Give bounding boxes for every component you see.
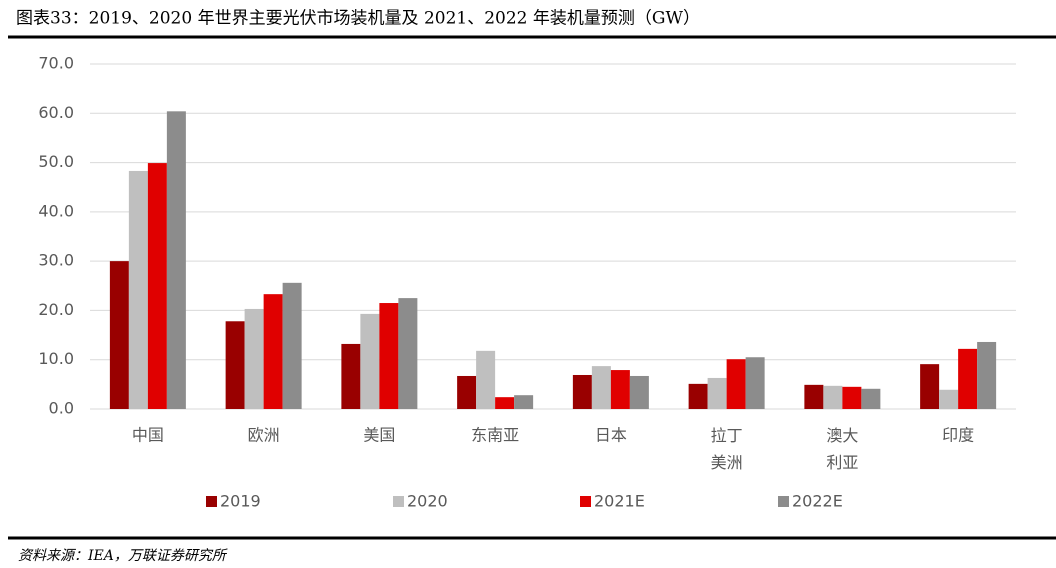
legend-label: 2020 bbox=[407, 492, 448, 511]
legend-swatch bbox=[393, 496, 404, 507]
x-tick-label: 美国 bbox=[363, 426, 395, 445]
bar bbox=[958, 348, 978, 409]
bar bbox=[282, 282, 302, 409]
bar bbox=[457, 375, 477, 409]
y-tick-label: 0.0 bbox=[49, 399, 74, 418]
chart-title: 图表33：2019、2020 年世界主要光伏市场装机量及 2021、2022 年… bbox=[16, 9, 700, 29]
bar bbox=[629, 375, 649, 409]
bar bbox=[476, 350, 496, 409]
legend-swatch bbox=[778, 496, 789, 507]
bar bbox=[166, 111, 186, 410]
y-tick-label: 30.0 bbox=[38, 251, 74, 270]
bar bbox=[341, 343, 361, 409]
legend-label: 2019 bbox=[220, 492, 261, 511]
bar bbox=[610, 370, 630, 409]
y-tick-label: 40.0 bbox=[38, 201, 74, 220]
bar bbox=[514, 395, 534, 409]
x-tick-label: 澳大利亚 bbox=[826, 426, 858, 472]
bar bbox=[379, 303, 399, 409]
bar bbox=[398, 298, 418, 409]
y-tick-label: 70.0 bbox=[38, 54, 74, 73]
bar bbox=[360, 313, 380, 409]
source-note: 资料来源：IEA，万联证券研究所 bbox=[18, 548, 228, 564]
legend-swatch bbox=[580, 496, 591, 507]
bar bbox=[688, 383, 708, 409]
bar bbox=[591, 366, 611, 409]
bar bbox=[263, 294, 283, 409]
y-tick-label: 10.0 bbox=[38, 349, 74, 368]
bar bbox=[707, 377, 727, 409]
x-tick-label: 拉丁美洲 bbox=[711, 426, 743, 472]
bar bbox=[495, 397, 515, 409]
bar bbox=[977, 341, 997, 409]
bar bbox=[225, 321, 245, 409]
bar bbox=[842, 386, 862, 409]
x-tick-label: 印度 bbox=[942, 426, 974, 445]
x-tick-label: 中国 bbox=[132, 426, 164, 445]
x-tick-label: 东南亚 bbox=[471, 426, 519, 445]
bar bbox=[823, 385, 843, 409]
bar bbox=[745, 357, 765, 409]
bar bbox=[939, 389, 959, 409]
bar bbox=[726, 359, 746, 409]
legend-swatch bbox=[206, 496, 217, 507]
bar bbox=[861, 388, 881, 409]
bar bbox=[244, 308, 264, 409]
x-tick-label: 日本 bbox=[595, 426, 627, 445]
legend-label: 2022E bbox=[792, 492, 843, 511]
bar bbox=[920, 364, 940, 409]
bar bbox=[147, 163, 167, 409]
y-tick-label: 20.0 bbox=[38, 300, 74, 319]
bar bbox=[128, 170, 148, 409]
bar bbox=[804, 384, 824, 409]
legend-label: 2021E bbox=[594, 492, 645, 511]
y-tick-label: 60.0 bbox=[38, 103, 74, 122]
bar bbox=[572, 374, 592, 409]
x-tick-label: 欧洲 bbox=[248, 426, 280, 445]
bar bbox=[109, 261, 129, 409]
y-tick-label: 50.0 bbox=[38, 152, 74, 171]
